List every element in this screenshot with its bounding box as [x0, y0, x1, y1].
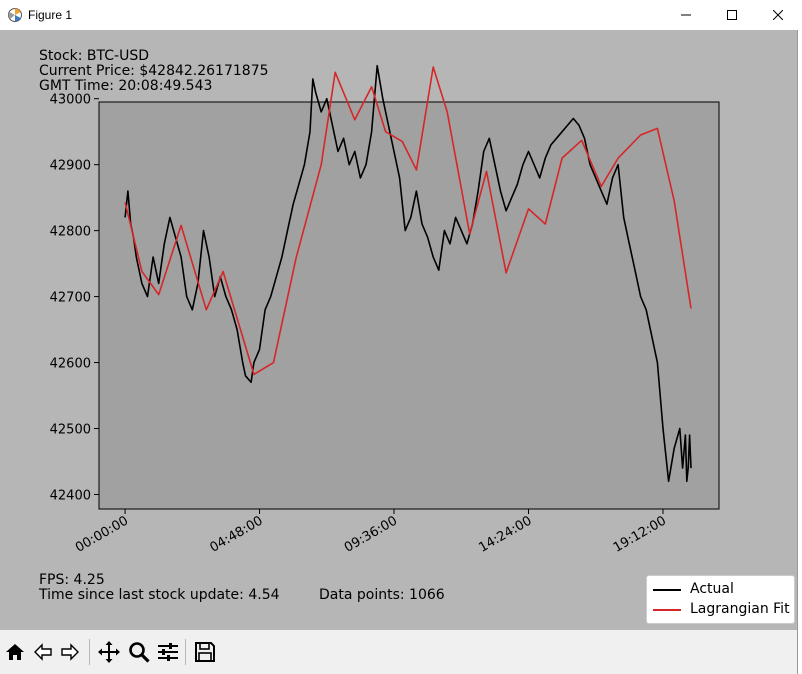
y-tick-label: 42600 [50, 357, 91, 372]
chart-area: 43000 42900 42800 42700 42600 42500 42400 00:00… [50, 64, 720, 556]
save-button[interactable] [193, 640, 217, 664]
close-icon [773, 10, 783, 20]
close-button[interactable] [755, 0, 801, 30]
maximize-button[interactable] [709, 0, 755, 30]
legend-swatch-actual [653, 589, 681, 591]
y-tick-label: 42700 [50, 291, 91, 306]
forward-button[interactable] [58, 640, 82, 664]
home-icon [6, 644, 24, 660]
minimize-icon [681, 14, 691, 16]
data-points-label: Data points: 1066 [319, 587, 445, 603]
x-tick-label: 19:12:00 [611, 513, 669, 555]
configure-icon [158, 643, 178, 661]
current-price-label: Current Price: $42842.26171875 [39, 63, 269, 79]
title-bar: Figure 1 [0, 0, 802, 30]
toolbar-separator [185, 639, 186, 665]
legend: Actual Lagrangian Fit [646, 575, 795, 624]
zoom-icon [129, 642, 150, 663]
toolbar-separator [89, 639, 90, 665]
x-tick-label: 09:36:00 [342, 513, 400, 555]
minimize-button[interactable] [663, 0, 709, 30]
matplotlib-logo-icon [8, 8, 22, 22]
y-tick-label: 42400 [50, 488, 91, 503]
legend-label-actual: Actual [690, 581, 734, 597]
series-line-lagrangian-fit [124, 66, 692, 376]
y-tick-label: 42800 [50, 225, 91, 240]
back-button[interactable] [31, 640, 55, 664]
y-tick-label: 42900 [50, 159, 91, 174]
pan-icon [98, 641, 120, 663]
navigation-toolbar [0, 630, 797, 674]
maximize-icon [727, 10, 737, 20]
fps-label: FPS: 4.25 [39, 572, 105, 588]
x-tick-label: 04:48:00 [207, 513, 265, 555]
gmt-time-label: GMT Time: 20:08:49.543 [39, 78, 213, 94]
forward-icon [61, 643, 79, 661]
legend-label-fit: Lagrangian Fit [690, 601, 790, 617]
series-line-actual [124, 64, 692, 483]
back-icon [34, 643, 52, 661]
window-title: Figure 1 [28, 8, 73, 22]
legend-swatch-fit [653, 609, 681, 611]
figure-canvas[interactable]: Stock: BTC-USD Current Price: $42842.261… [0, 30, 797, 630]
configure-subplots-button[interactable] [156, 640, 180, 664]
pan-button[interactable] [97, 640, 121, 664]
plot-area [98, 101, 720, 510]
time-since-update-label: Time since last stock update: 4.54 [39, 587, 280, 603]
zoom-button[interactable] [127, 640, 151, 664]
x-tick-label: 00:00:00 [73, 513, 131, 555]
stock-label: Stock: BTC-USD [39, 48, 149, 64]
save-icon [195, 642, 215, 662]
y-tick-label: 43000 [50, 93, 91, 108]
y-tick-label: 42500 [50, 423, 91, 438]
x-tick-label: 14:24:00 [476, 513, 534, 555]
home-button[interactable] [3, 640, 27, 664]
window-border [797, 30, 802, 674]
